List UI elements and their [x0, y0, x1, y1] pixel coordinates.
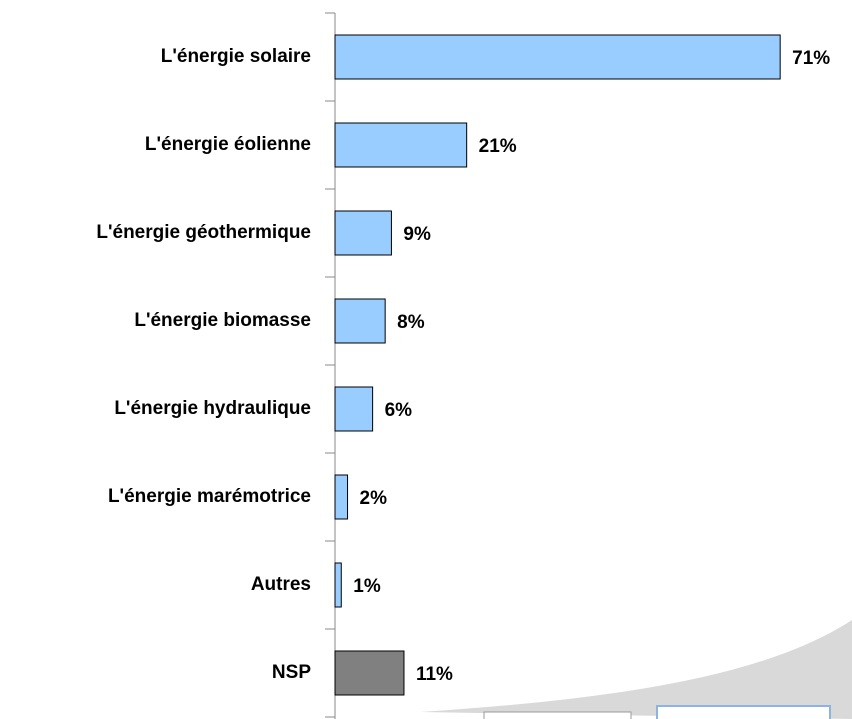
- decor-swoosh: [420, 620, 852, 719]
- value-label: 8%: [397, 312, 425, 333]
- category-label: L'énergie éolienne: [145, 134, 311, 155]
- category-label: L'énergie biomasse: [134, 310, 311, 331]
- category-label: NSP: [272, 662, 311, 683]
- decor-box: [483, 711, 632, 719]
- bar: [334, 650, 405, 696]
- value-label: 11%: [416, 664, 453, 685]
- category-label: L'énergie géothermique: [96, 222, 311, 243]
- bar: [334, 474, 349, 520]
- value-label: 2%: [360, 488, 388, 509]
- value-label: 1%: [353, 576, 381, 597]
- category-label: L'énergie hydraulique: [114, 398, 311, 419]
- value-label: 9%: [403, 224, 431, 245]
- bar: [334, 386, 374, 432]
- bar: [334, 210, 392, 256]
- value-label: 21%: [479, 136, 517, 157]
- category-label: L'énergie marémotrice: [108, 486, 311, 507]
- category-label: Autres: [251, 574, 311, 595]
- bar: [334, 298, 386, 344]
- bar: [334, 562, 342, 608]
- category-label: L'énergie solaire: [161, 46, 311, 67]
- value-label: 71%: [792, 48, 830, 69]
- decor-box: [656, 705, 831, 719]
- bar: [334, 122, 468, 168]
- bar: [334, 34, 781, 80]
- value-label: 6%: [385, 400, 413, 421]
